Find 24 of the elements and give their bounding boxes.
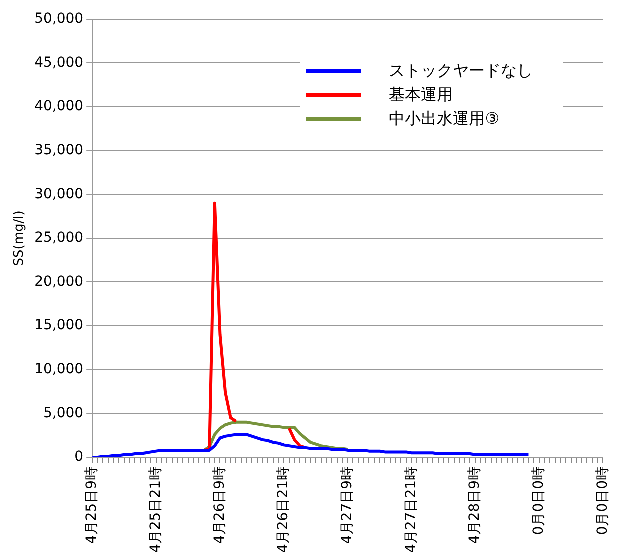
y-tick-label: 35,000 <box>34 142 84 158</box>
y-tick-label: 45,000 <box>34 54 84 71</box>
y-tick-label: 20,000 <box>34 274 84 290</box>
x-tick-label: 4月26日21時 <box>276 466 292 554</box>
y-tick-label: 50,000 <box>34 11 84 28</box>
y-tick-label: 5,000 <box>43 405 84 422</box>
y-tick-label: 40,000 <box>34 98 84 115</box>
x-tick-label: 4月25日9時 <box>84 466 100 544</box>
y-tick-label: 25,000 <box>34 230 84 246</box>
y-tick-label: 10,000 <box>34 361 84 378</box>
x-tick-label: 4月25日21時 <box>148 466 164 554</box>
x-tick-label: 4月28日9時 <box>467 466 484 544</box>
x-tick-label: 4月26日9時 <box>212 466 228 544</box>
y-tick-label: 0 <box>74 449 84 466</box>
y-axis-title: SS(mg/l) <box>12 210 28 266</box>
legend-label: 中小出水運用③ <box>389 108 500 130</box>
legend-label: ストックヤードなし <box>389 60 534 82</box>
legend-label: 基本運用 <box>389 84 454 106</box>
x-tick-label: 0月0日0時 <box>531 466 548 536</box>
x-tick-label: 0月0日0時 <box>594 466 611 536</box>
x-tick-label: 4月27日21時 <box>403 466 420 554</box>
y-tick-label: 30,000 <box>34 186 84 202</box>
y-tick-label: 15,000 <box>34 318 84 334</box>
x-tick-label: 4月27日9時 <box>340 466 356 544</box>
